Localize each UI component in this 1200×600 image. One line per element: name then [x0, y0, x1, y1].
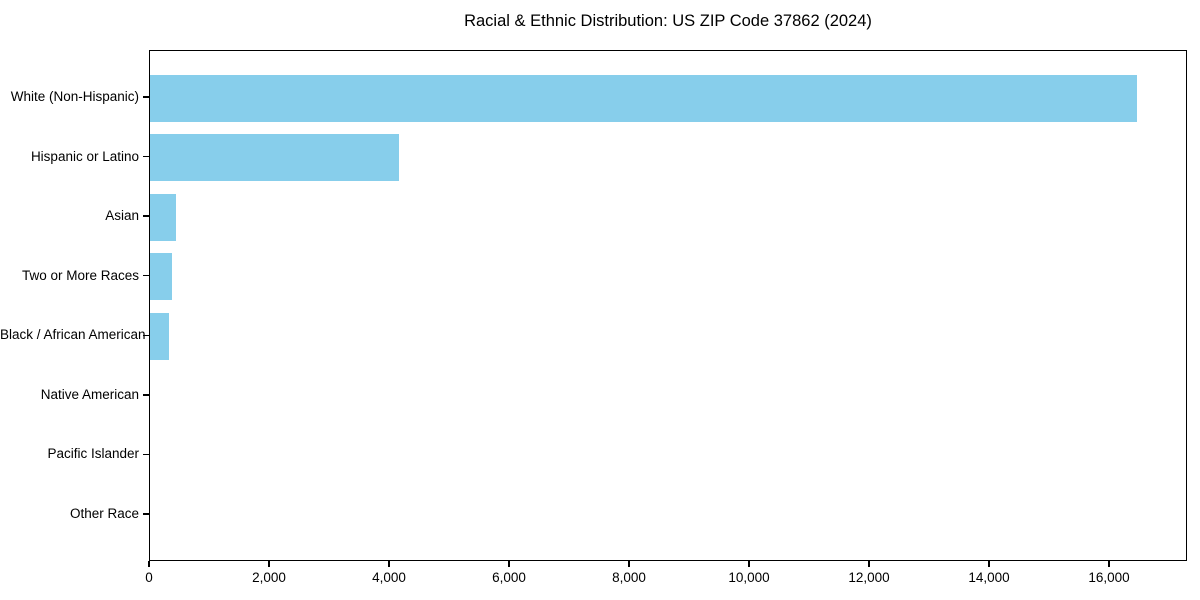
bar-two-or-more-races: [150, 253, 173, 301]
y-tick-label: Hispanic or Latino: [30, 148, 139, 164]
x-tick-label: 4,000: [372, 570, 406, 585]
y-tick-label: Two or More Races: [21, 267, 139, 283]
y-tick-label: Pacific Islander: [47, 446, 139, 462]
y-tick-label: Native American: [40, 386, 139, 402]
x-tick-label: 10,000: [728, 570, 770, 585]
x-tick-label: 12,000: [848, 570, 890, 585]
x-tick-mark: [628, 561, 630, 567]
y-tick-label: Other Race: [69, 506, 139, 521]
x-tick-label: 16,000: [1088, 570, 1130, 585]
bar-asian: [150, 193, 176, 241]
bar-black-african-american: [150, 312, 169, 360]
x-tick-label: 2,000: [252, 570, 286, 585]
x-tick-label: 14,000: [968, 570, 1010, 585]
x-tick-mark: [388, 561, 390, 567]
y-tick-mark: [143, 155, 149, 158]
y-tick-mark: [143, 334, 149, 336]
bar-white-non-hispanic: [150, 74, 1137, 122]
x-tick-mark: [1108, 561, 1110, 567]
x-tick-label: 6,000: [492, 570, 526, 585]
y-tick-mark: [143, 513, 149, 515]
x-tick-mark: [868, 561, 870, 567]
y-tick-mark: [143, 453, 149, 456]
y-tick-label: White (Non-Hispanic): [10, 89, 139, 104]
x-tick-label: 8,000: [612, 570, 646, 585]
x-tick-label: 0: [145, 570, 153, 585]
plot-area: [149, 50, 1187, 561]
x-tick-mark: [988, 561, 990, 567]
y-tick-mark: [143, 275, 149, 277]
y-tick-mark: [143, 215, 149, 217]
y-tick-mark: [143, 394, 149, 396]
bar-hispanic-or-latino: [150, 134, 399, 182]
y-tick-label: Asian: [105, 208, 139, 224]
x-tick-mark: [148, 561, 150, 567]
x-tick-mark: [508, 561, 510, 567]
y-tick-mark: [143, 96, 149, 98]
x-tick-mark: [748, 561, 750, 567]
chart-title: Racial & Ethnic Distribution: US ZIP Cod…: [464, 12, 872, 30]
y-tick-label: Black / African American: [0, 327, 146, 343]
x-tick-mark: [268, 561, 270, 567]
